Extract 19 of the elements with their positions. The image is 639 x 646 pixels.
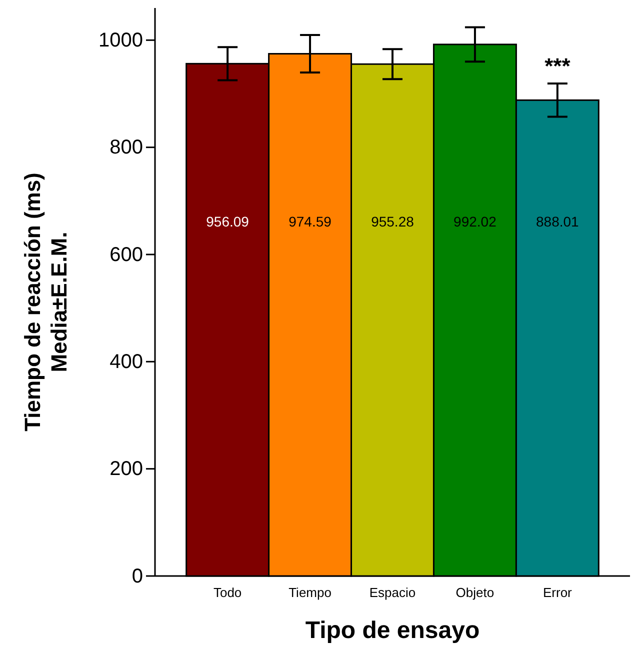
y-axis-title: Tiempo de reacción (ms) Media±E.E.M. xyxy=(20,172,72,432)
x-tick-label: Espacio xyxy=(369,585,416,600)
x-axis-title: Tipo de ensayo xyxy=(305,617,480,644)
x-tick-label: Tiempo xyxy=(288,585,332,600)
annotation: *** xyxy=(544,54,571,79)
data-label: 992.02 xyxy=(454,214,497,230)
data-label: 888.01 xyxy=(536,214,580,230)
data-label: 974.59 xyxy=(288,214,332,230)
x-tick-label: Objeto xyxy=(456,585,494,600)
y-tick-label: 0 xyxy=(132,565,143,588)
x-tick-label: Error xyxy=(542,585,573,600)
y-tick-label: 600 xyxy=(110,244,143,266)
y-tick-label: 400 xyxy=(110,351,143,374)
y-tick-label: 800 xyxy=(110,136,143,159)
y-tick-label: 1000 xyxy=(98,30,143,52)
y-tick-label: 200 xyxy=(110,458,143,480)
x-tick-label: Todo xyxy=(213,585,242,600)
data-label: 955.28 xyxy=(371,214,414,230)
data-label: 956.09 xyxy=(206,214,250,230)
